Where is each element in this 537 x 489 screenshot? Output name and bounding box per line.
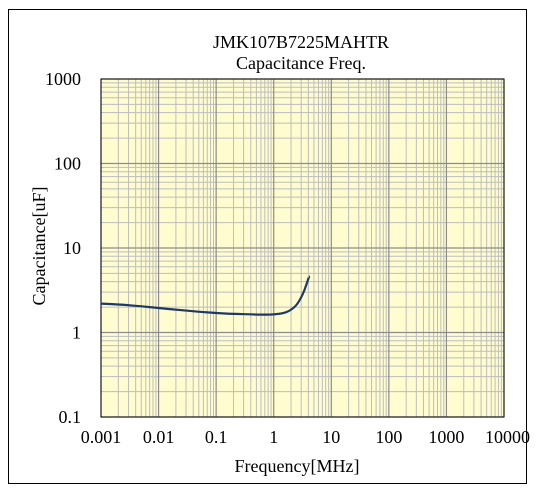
x-tick-label: 0.1 <box>205 427 228 447</box>
x-tick-label: 1000 <box>428 427 464 447</box>
x-axis-ticks: 0.001 0.01 0.1 1 10 100 1000 10000 <box>81 427 530 447</box>
x-tick-label: 1 <box>269 427 278 447</box>
chart-title: JMK107B7225MAHTR <box>213 32 389 52</box>
chart-subtitle: Capacitance Freq. <box>236 53 366 73</box>
x-axis-label: Frequency[MHz] <box>235 456 360 476</box>
x-tick-label: 0.01 <box>143 427 175 447</box>
y-tick-label: 1 <box>72 323 81 343</box>
x-tick-label: 10000 <box>485 427 530 447</box>
y-axis-label: Capacitance[uF] <box>29 187 49 306</box>
x-tick-label: 10 <box>322 427 340 447</box>
y-tick-label: 1000 <box>45 69 81 89</box>
y-tick-label: 0.1 <box>59 407 82 427</box>
x-tick-label: 100 <box>375 427 402 447</box>
x-tick-label: 0.001 <box>81 427 122 447</box>
y-axis-ticks: 0.1 1 10 100 1000 <box>45 69 81 427</box>
y-tick-label: 100 <box>54 154 81 174</box>
y-tick-label: 10 <box>63 238 81 258</box>
